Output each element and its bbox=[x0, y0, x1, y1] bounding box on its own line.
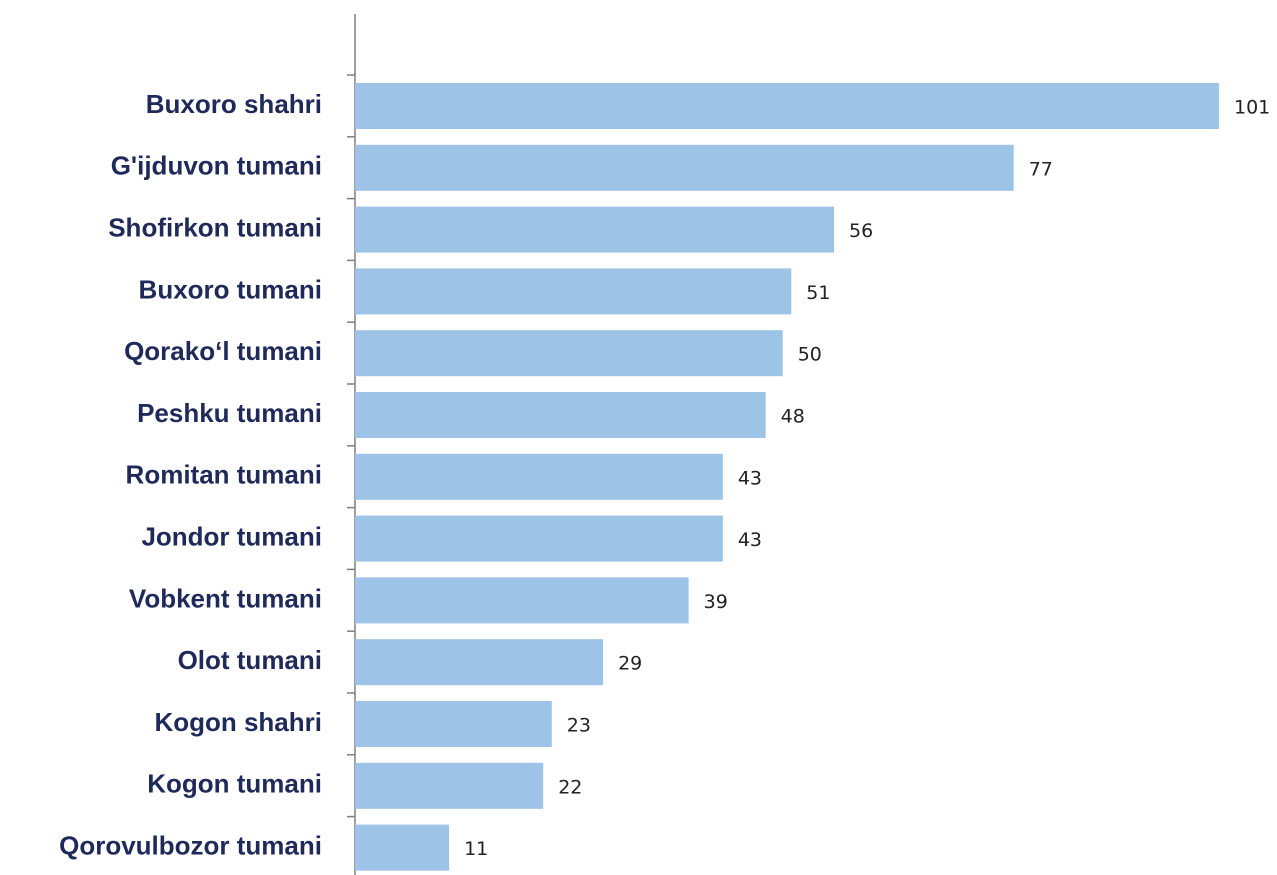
value-label: 51 bbox=[806, 282, 830, 304]
value-label: 101 bbox=[1234, 97, 1270, 119]
value-label: 39 bbox=[704, 591, 728, 613]
category-label: Qorovulbozor tumani bbox=[59, 830, 322, 860]
category-label: Vobkent tumani bbox=[129, 583, 322, 613]
value-label: 43 bbox=[738, 467, 762, 489]
category-label: Buxoro tumani bbox=[139, 274, 322, 304]
value-label: 22 bbox=[558, 776, 582, 798]
bar bbox=[355, 392, 766, 438]
bar bbox=[355, 762, 544, 809]
category-label: Jondor tumani bbox=[141, 521, 322, 551]
value-label: 56 bbox=[849, 220, 873, 242]
category-label: G'ijduvon tumani bbox=[111, 151, 322, 181]
bar bbox=[355, 577, 689, 624]
value-label: 11 bbox=[464, 838, 488, 860]
category-label: Shofirkon tumani bbox=[108, 212, 322, 242]
bar bbox=[355, 453, 723, 500]
value-label: 23 bbox=[567, 715, 591, 737]
category-label: Romitan tumani bbox=[126, 460, 322, 490]
bar bbox=[355, 206, 835, 253]
value-label: 43 bbox=[738, 529, 762, 551]
bar bbox=[355, 701, 552, 747]
bar bbox=[355, 83, 1219, 129]
bar bbox=[355, 144, 1014, 191]
bar bbox=[355, 639, 604, 686]
category-label: Qorako‘l tumani bbox=[124, 336, 322, 366]
value-label: 50 bbox=[798, 344, 822, 366]
value-label: 48 bbox=[781, 406, 805, 428]
category-label: Kogon tumani bbox=[147, 769, 322, 799]
value-label: 77 bbox=[1029, 158, 1053, 180]
category-label: Peshku tumani bbox=[137, 398, 322, 428]
bar bbox=[355, 515, 723, 562]
category-label: Kogon shahri bbox=[154, 707, 322, 737]
bar bbox=[355, 824, 450, 871]
category-label: Olot tumani bbox=[178, 645, 322, 675]
value-label: 29 bbox=[618, 653, 642, 675]
bar bbox=[355, 330, 783, 377]
bar bbox=[355, 268, 792, 315]
category-label: Buxoro shahri bbox=[146, 89, 322, 119]
